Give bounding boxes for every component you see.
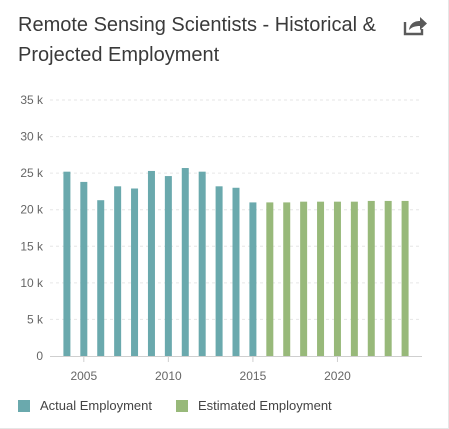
bar-estimated	[317, 201, 325, 356]
y-tick-label: 35 k	[20, 93, 44, 107]
y-tick-label: 0	[36, 349, 43, 363]
legend-swatch-estimated	[176, 399, 188, 412]
y-tick-label: 30 k	[20, 130, 44, 144]
chart-title: Remote Sensing Scientists - Historical &…	[18, 14, 376, 66]
bar-actual	[215, 186, 223, 356]
bar-estimated	[384, 200, 392, 356]
chart-legend: Actual Employment Estimated Employment	[18, 398, 356, 413]
x-tick-label: 2015	[240, 369, 267, 383]
y-tick-label: 5 k	[27, 312, 44, 326]
x-tick-label: 2005	[70, 369, 97, 383]
bar-actual	[80, 181, 88, 356]
legend-item-estimated[interactable]: Estimated Employment	[176, 398, 332, 413]
bar-chart: 0 5 k 10 k 15 k 20 k 25 k 30 k 35 k 2005 2010 2015…	[20, 93, 422, 383]
legend-label-estimated: Estimated Employment	[198, 398, 332, 413]
bar-actual	[164, 176, 172, 356]
bar-estimated	[266, 202, 274, 356]
bar-actual	[97, 200, 105, 356]
legend-swatch-actual	[18, 399, 30, 412]
bar-estimated	[333, 201, 341, 356]
bar-actual	[232, 187, 240, 356]
bar-actual	[147, 170, 155, 356]
bar-actual	[181, 168, 189, 356]
share-icon-graphic	[403, 17, 427, 36]
bar-estimated	[367, 200, 375, 356]
bar-estimated	[283, 202, 291, 356]
bar-actual	[114, 186, 122, 356]
y-tick-label: 10 k	[20, 276, 44, 290]
bar-actual	[131, 188, 139, 356]
bar-actual	[249, 202, 257, 356]
legend-item-actual[interactable]: Actual Employment	[18, 398, 152, 413]
bar-actual	[63, 171, 71, 356]
x-tick-label: 2020	[324, 369, 351, 383]
bar-estimated	[350, 201, 358, 356]
bar-actual	[198, 171, 206, 356]
legend-label-actual: Actual Employment	[40, 398, 152, 413]
y-tick-label: 15 k	[20, 239, 44, 253]
x-tick-label: 2010	[155, 369, 182, 383]
bar-estimated	[401, 200, 409, 356]
share-icon[interactable]	[403, 14, 429, 36]
y-tick-label: 20 k	[20, 203, 44, 217]
bar-estimated	[300, 201, 308, 356]
y-tick-label: 25 k	[20, 166, 44, 180]
